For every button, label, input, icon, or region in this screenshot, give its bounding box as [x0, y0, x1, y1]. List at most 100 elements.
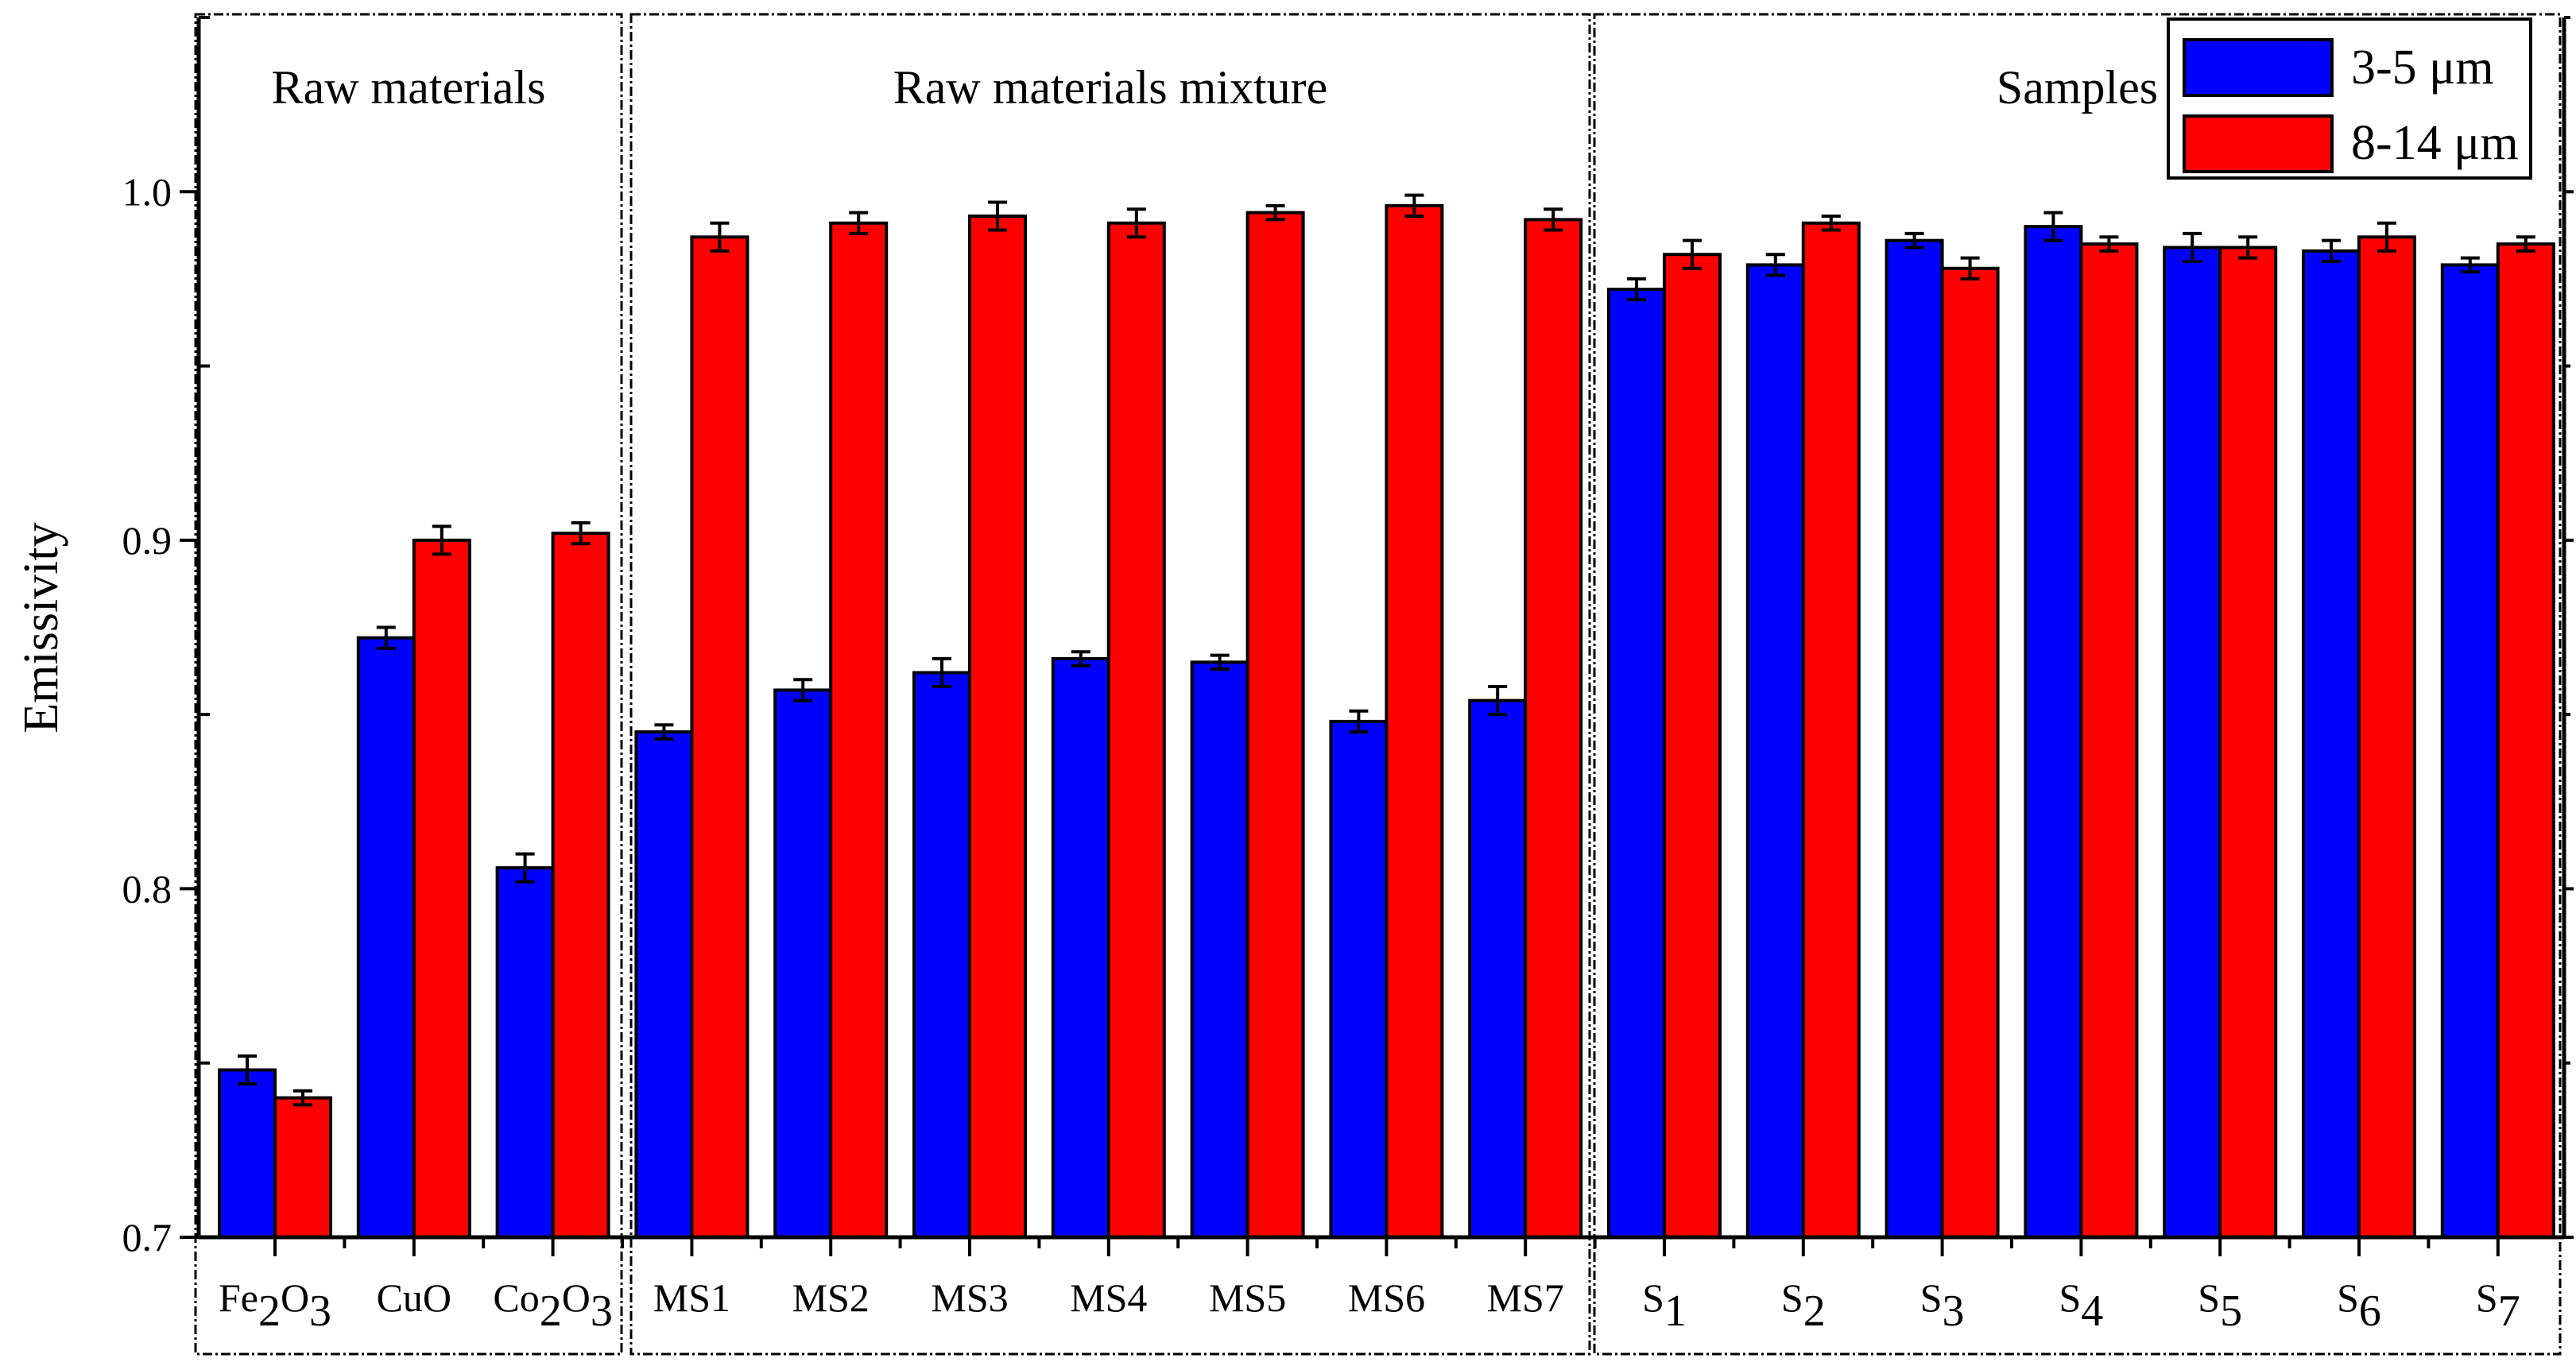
error-bar-8-14um-co2o3 — [571, 520, 591, 546]
error-bar-3-5um-cuo — [376, 625, 396, 650]
bar-8-14um-ms5 — [1245, 211, 1305, 1240]
x-tick-label-s1: S1 — [1642, 1275, 1687, 1336]
ticks-layer: 0.7 0.8 0.9 1.0 — [122, 16, 2574, 1259]
legend-swatch-8-14um — [2183, 114, 2334, 173]
x-tick-label-s5: S5 — [2198, 1275, 2242, 1336]
legend: 3-5 μm 8-14 μm — [2167, 17, 2532, 180]
x-tick-label-ms6: MS6 — [1348, 1275, 1425, 1320]
y-tick-label: 0.8 — [122, 866, 172, 911]
group-label-samples: Samples — [1997, 61, 2158, 114]
error-bar-3-5um-s6 — [2322, 238, 2341, 263]
group-label-raw-materials-mixture: Raw materials mixture — [893, 61, 1328, 114]
bar-8-14um-s4 — [2079, 242, 2139, 1240]
legend-label-3-5um: 3-5 μm — [2351, 41, 2494, 95]
error-bar-8-14um-cuo — [432, 524, 451, 556]
x-tick-label-ms3: MS3 — [931, 1275, 1008, 1320]
bar-3-5um-ms4 — [1051, 656, 1110, 1239]
y-tick-label: 0.9 — [122, 518, 172, 563]
bar-3-5um-cuo — [356, 636, 416, 1239]
bar-3-5um-s1 — [1607, 288, 1666, 1240]
error-bar-8-14um-s4 — [2099, 235, 2119, 253]
legend-swatch-3-5um — [2183, 38, 2334, 97]
error-bar-3-5um-s4 — [2043, 211, 2063, 242]
error-bar-8-14um-s5 — [2238, 235, 2258, 260]
bar-3-5um-co2o3 — [495, 866, 555, 1239]
group-box-raw-materials-mixture — [629, 13, 1591, 1356]
bar-8-14um-s6 — [2357, 235, 2416, 1239]
error-bar-8-14um-s2 — [1821, 214, 1841, 232]
x-tick-label-s6: S6 — [2337, 1275, 2381, 1336]
bar-3-5um-s5 — [2163, 246, 2222, 1239]
error-bar-3-5um-ms2 — [793, 678, 813, 702]
bar-3-5um-s2 — [1745, 263, 1805, 1239]
bar-8-14um-s1 — [1663, 253, 1722, 1240]
error-bar-3-5um-ms4 — [1071, 650, 1090, 667]
x-tick-label-ms5: MS5 — [1209, 1275, 1286, 1320]
bar-8-14um-co2o3 — [551, 532, 610, 1239]
error-bar-8-14um-s3 — [1960, 256, 1980, 281]
error-bar-3-5um-s7 — [2460, 256, 2480, 274]
bar-8-14um-ms4 — [1106, 221, 1166, 1239]
bar-3-5um-ms1 — [634, 730, 694, 1239]
group-label-raw-materials: Raw materials — [272, 61, 546, 114]
x-tick-label-s2: S2 — [1781, 1275, 1826, 1336]
bar-8-14um-ms7 — [1524, 218, 1583, 1239]
x-tick-label-ms7: MS7 — [1487, 1275, 1564, 1320]
error-bar-8-14um-s6 — [2377, 221, 2396, 253]
error-bar-8-14um-ms2 — [849, 211, 869, 235]
bar-3-5um-ms7 — [1468, 698, 1528, 1239]
error-bar-8-14um-ms5 — [1265, 203, 1285, 222]
labels-layer: Raw materials Raw materials mixture Sample… — [219, 61, 2520, 1336]
error-bar-3-5um-s3 — [1904, 231, 1924, 250]
x-tick-label-s7: S7 — [2476, 1275, 2520, 1336]
bar-8-14um-ms2 — [829, 221, 889, 1239]
error-bar-3-5um-s2 — [1765, 253, 1785, 277]
group-box-raw-materials — [194, 13, 623, 1356]
error-bar-8-14um-ms6 — [1404, 193, 1424, 218]
error-bar-3-5um-fe2o3 — [238, 1054, 257, 1086]
x-tick-label-ms4: MS4 — [1070, 1275, 1147, 1320]
bar-3-5um-fe2o3 — [218, 1068, 277, 1239]
bar-8-14um-s2 — [1801, 221, 1861, 1239]
x-tick-label-ms2: MS2 — [792, 1275, 870, 1320]
error-bar-3-5um-s1 — [1627, 277, 1646, 302]
y-tick-label: 1.0 — [122, 169, 172, 214]
group-boxes — [194, 13, 2562, 1356]
bar-3-5um-s3 — [1885, 238, 1944, 1240]
bar-8-14um-s5 — [2218, 246, 2278, 1239]
bar-3-5um-s4 — [2024, 225, 2083, 1240]
x-tick-label-co2o3: Co2O3 — [493, 1275, 612, 1336]
bar-3-5um-ms6 — [1329, 719, 1389, 1239]
bar-8-14um-ms6 — [1385, 203, 1444, 1239]
error-bar-3-5um-ms5 — [1210, 653, 1230, 671]
error-bar-3-5um-co2o3 — [515, 852, 535, 884]
error-bar-8-14um-s1 — [1683, 238, 1702, 270]
error-bar-3-5um-ms1 — [654, 723, 674, 741]
bar-3-5um-ms2 — [773, 688, 833, 1239]
error-bar-3-5um-ms6 — [1349, 709, 1369, 734]
error-bar-8-14um-fe2o3 — [293, 1089, 312, 1107]
bar-3-5um-ms5 — [1190, 660, 1249, 1239]
error-bar-3-5um-ms3 — [932, 656, 951, 689]
bar-8-14um-s7 — [2496, 242, 2555, 1240]
error-bar-8-14um-ms7 — [1544, 207, 1563, 232]
error-bar-8-14um-s7 — [2516, 235, 2535, 253]
bar-3-5um-ms3 — [912, 671, 971, 1239]
legend-label-8-14um: 8-14 μm — [2351, 116, 2519, 170]
axes-layer — [196, 17, 2566, 1240]
x-tick-label-cuo: CuO — [377, 1275, 451, 1320]
error-bar-8-14um-ms4 — [1126, 207, 1146, 239]
error-bar-3-5um-ms7 — [1488, 685, 1508, 717]
x-tick-label-s4: S4 — [2059, 1275, 2103, 1336]
bar-3-5um-s6 — [2302, 249, 2361, 1239]
error-bar-8-14um-ms3 — [988, 200, 1007, 232]
bar-8-14um-fe2o3 — [273, 1096, 332, 1239]
bars-layer — [218, 193, 2555, 1240]
x-tick-label-s3: S3 — [1920, 1275, 1965, 1336]
bar-3-5um-s7 — [2440, 263, 2500, 1239]
y-tick-label: 0.7 — [122, 1215, 172, 1259]
bar-8-14um-cuo — [412, 538, 471, 1239]
x-tick-label-fe2o3: Fe2O3 — [219, 1275, 331, 1336]
y-axis-title: Emissivity — [14, 522, 68, 733]
